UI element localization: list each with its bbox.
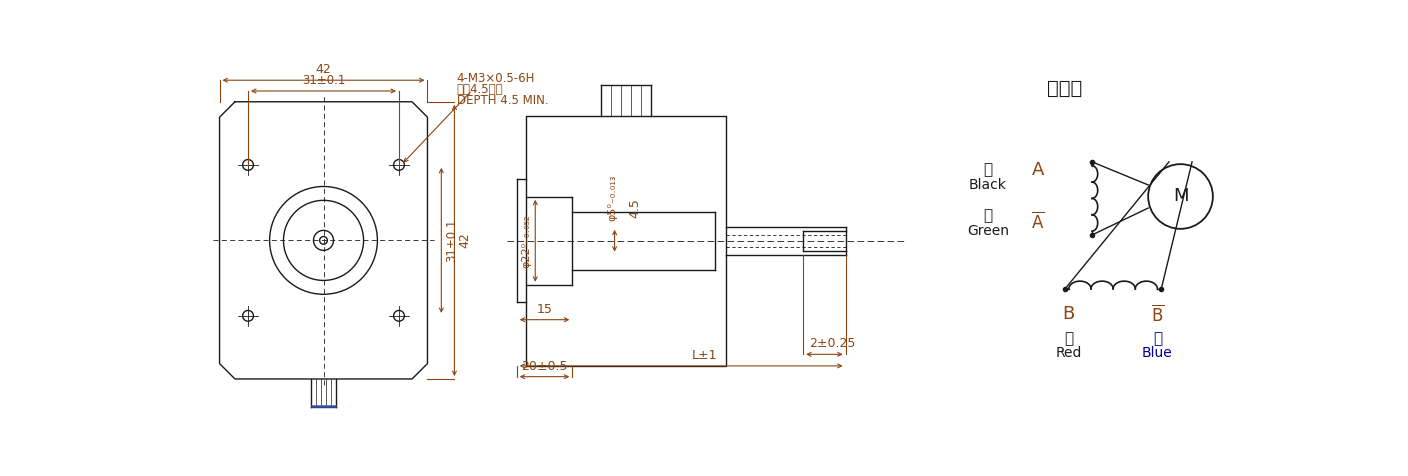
Text: 42: 42 bbox=[315, 63, 331, 76]
Text: 4-M3×0.5-6H: 4-M3×0.5-6H bbox=[456, 72, 535, 85]
Text: L±1: L±1 bbox=[691, 349, 717, 362]
Text: Green: Green bbox=[967, 224, 1010, 238]
Text: 孔深4.5以上: 孔深4.5以上 bbox=[456, 83, 503, 97]
Text: 31±0.1: 31±0.1 bbox=[445, 218, 458, 262]
Text: 20±0.5: 20±0.5 bbox=[521, 360, 567, 373]
Text: DEPTH 4.5 MIN.: DEPTH 4.5 MIN. bbox=[456, 94, 548, 107]
Text: A: A bbox=[1032, 160, 1045, 178]
Text: Red: Red bbox=[1056, 346, 1083, 360]
Text: 15: 15 bbox=[536, 303, 552, 316]
Text: 4.5: 4.5 bbox=[629, 198, 642, 218]
Text: 31±0.1: 31±0.1 bbox=[301, 74, 345, 87]
Text: φ22⁰₋₀.₀₅₂: φ22⁰₋₀.₀₅₂ bbox=[521, 214, 531, 268]
Text: $\mathdefault{\overline{B}}$: $\mathdefault{\overline{B}}$ bbox=[1150, 304, 1164, 325]
Text: $\mathdefault{\overline{A}}$: $\mathdefault{\overline{A}}$ bbox=[1032, 211, 1045, 232]
Text: 2±0.25: 2±0.25 bbox=[810, 337, 855, 350]
Text: 蓝: 蓝 bbox=[1153, 331, 1162, 347]
Text: 接线图: 接线图 bbox=[1048, 79, 1083, 98]
Text: 黑: 黑 bbox=[983, 162, 993, 177]
Text: 绿: 绿 bbox=[983, 208, 993, 223]
Text: 红: 红 bbox=[1064, 331, 1073, 347]
Text: Black: Black bbox=[969, 178, 1007, 192]
Text: φ5⁰₋₀.₀₁₃: φ5⁰₋₀.₀₁₃ bbox=[607, 174, 617, 221]
Text: 42: 42 bbox=[458, 232, 472, 248]
Text: Blue: Blue bbox=[1142, 346, 1173, 360]
Text: B: B bbox=[1063, 305, 1074, 323]
Text: M: M bbox=[1173, 188, 1188, 206]
